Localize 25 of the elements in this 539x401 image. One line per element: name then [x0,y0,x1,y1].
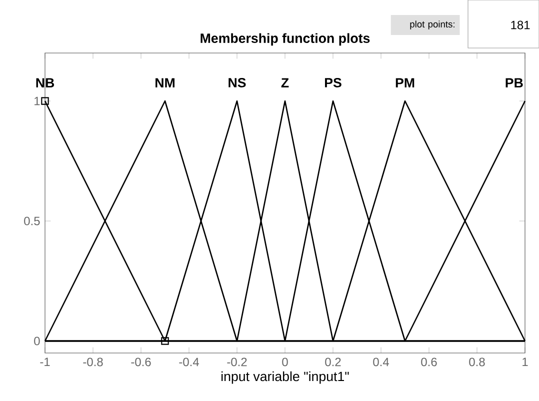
x-tick-label: -1 [40,358,50,366]
y-tick-label: 1 [34,96,40,106]
x-tick-label: -0.6 [131,358,151,366]
x-tick-label: 1 [522,358,528,366]
x-tick-label: 0.4 [373,358,389,366]
text: 181 [511,20,530,30]
x-tick-label: 0.6 [421,358,437,366]
series-label: NM [156,78,174,88]
x-tick-label: 0 [282,358,288,366]
series-label: Z [281,78,289,88]
series-label: PB [506,78,523,88]
chart-title: Membership function plots [200,33,370,46]
x-tick-label: -0.4 [179,358,199,366]
series-label: PS [325,78,342,88]
y-tick-label: 0.5 [24,216,40,226]
series-label: PM [396,78,414,88]
x-tick-label: 0.2 [325,358,341,366]
x-tick-label: 0.8 [469,358,485,366]
x-tick-label: -0.8 [83,358,103,366]
text: plot points: [410,20,454,30]
series-label: NS [228,78,246,88]
y-tick-label: 0 [34,336,40,346]
series-label: NB [36,78,54,88]
x-tick-label: -0.2 [227,358,247,366]
x-axis-title: input variable "input1" [221,371,349,384]
